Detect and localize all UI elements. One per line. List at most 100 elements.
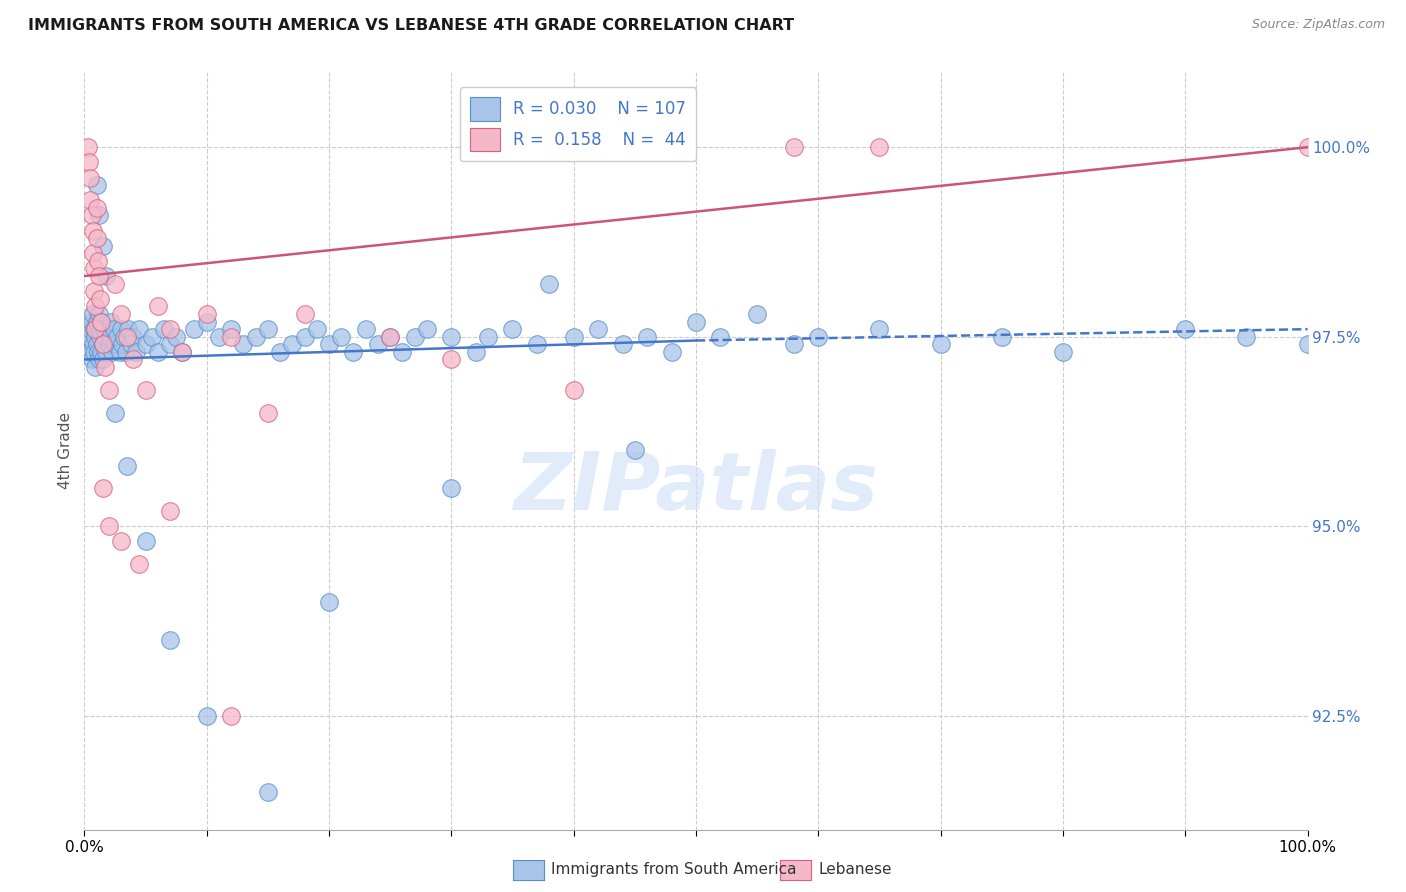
Point bbox=[305, 322, 328, 336]
Text: Immigrants from South America: Immigrants from South America bbox=[551, 863, 797, 877]
Point bbox=[380, 329, 402, 343]
Point bbox=[219, 708, 242, 723]
Point bbox=[128, 322, 150, 336]
Point bbox=[89, 292, 111, 306]
Text: Lebanese: Lebanese bbox=[818, 863, 891, 877]
Point bbox=[440, 352, 463, 367]
Point bbox=[79, 322, 101, 336]
Point bbox=[82, 337, 104, 351]
Point bbox=[94, 359, 117, 375]
Point bbox=[97, 337, 120, 351]
Point bbox=[100, 314, 122, 328]
Point bbox=[612, 337, 634, 351]
Point bbox=[281, 337, 304, 351]
Point bbox=[79, 170, 101, 185]
Point bbox=[538, 277, 561, 291]
Point bbox=[141, 329, 163, 343]
Point bbox=[83, 285, 105, 299]
Point bbox=[562, 383, 585, 397]
Point bbox=[87, 307, 110, 321]
Point bbox=[195, 708, 218, 723]
Point bbox=[183, 322, 205, 336]
Point bbox=[709, 329, 731, 343]
Point bbox=[93, 322, 115, 336]
Point bbox=[97, 519, 120, 533]
Point bbox=[1052, 345, 1074, 359]
Point bbox=[122, 329, 145, 343]
Point bbox=[159, 322, 181, 336]
Point bbox=[90, 314, 112, 328]
Y-axis label: 4th Grade: 4th Grade bbox=[58, 412, 73, 489]
Point bbox=[269, 345, 291, 359]
Point bbox=[502, 322, 524, 336]
Point bbox=[87, 352, 110, 367]
Point bbox=[153, 322, 176, 336]
Point bbox=[82, 307, 104, 321]
Point bbox=[96, 345, 118, 359]
Point bbox=[83, 261, 105, 276]
Point bbox=[219, 329, 242, 343]
Point bbox=[1236, 329, 1258, 343]
Point bbox=[104, 337, 127, 351]
Point bbox=[380, 329, 402, 343]
Point bbox=[94, 329, 117, 343]
Text: ZIPatlas: ZIPatlas bbox=[513, 450, 879, 527]
Point bbox=[416, 322, 439, 336]
Point bbox=[159, 504, 181, 518]
Point bbox=[146, 299, 169, 313]
Point bbox=[110, 534, 132, 549]
Point bbox=[117, 322, 139, 336]
Point bbox=[80, 352, 103, 367]
Point bbox=[159, 337, 181, 351]
Point bbox=[869, 322, 891, 336]
Point bbox=[120, 337, 142, 351]
Point bbox=[128, 557, 150, 571]
Point bbox=[105, 329, 128, 343]
Point bbox=[586, 322, 609, 336]
Point bbox=[82, 246, 104, 260]
Point bbox=[318, 595, 340, 609]
Point bbox=[135, 383, 157, 397]
Point bbox=[257, 405, 280, 419]
Point bbox=[747, 307, 769, 321]
Point bbox=[87, 322, 110, 336]
Point bbox=[87, 253, 110, 268]
Point bbox=[115, 329, 138, 343]
Point bbox=[1174, 322, 1197, 336]
Point bbox=[135, 337, 157, 351]
Point bbox=[86, 201, 108, 215]
Point bbox=[1296, 140, 1319, 154]
Point bbox=[104, 277, 127, 291]
Legend: R = 0.030    N = 107, R =  0.158    N =  44: R = 0.030 N = 107, R = 0.158 N = 44 bbox=[460, 87, 696, 161]
Point bbox=[991, 329, 1014, 343]
Point bbox=[146, 345, 169, 359]
Point bbox=[84, 329, 107, 343]
Point bbox=[84, 322, 107, 336]
Point bbox=[440, 481, 463, 495]
Point bbox=[257, 322, 280, 336]
Point bbox=[115, 345, 138, 359]
Point bbox=[104, 405, 127, 419]
Point bbox=[90, 345, 112, 359]
Point bbox=[98, 329, 121, 343]
Point bbox=[89, 322, 111, 336]
Point bbox=[195, 314, 218, 328]
Point bbox=[685, 314, 707, 328]
Point bbox=[77, 329, 100, 343]
Point bbox=[125, 345, 148, 359]
Point bbox=[783, 140, 806, 154]
Point bbox=[84, 359, 107, 375]
Point bbox=[87, 345, 110, 359]
Point bbox=[80, 314, 103, 328]
Point bbox=[90, 314, 112, 328]
Point bbox=[110, 322, 132, 336]
Point bbox=[1296, 337, 1319, 351]
Point bbox=[80, 208, 103, 222]
Point bbox=[77, 140, 100, 154]
Point bbox=[404, 329, 426, 343]
Point bbox=[135, 534, 157, 549]
Point bbox=[172, 345, 194, 359]
Point bbox=[869, 140, 891, 154]
Point bbox=[86, 337, 108, 351]
Point bbox=[112, 329, 135, 343]
